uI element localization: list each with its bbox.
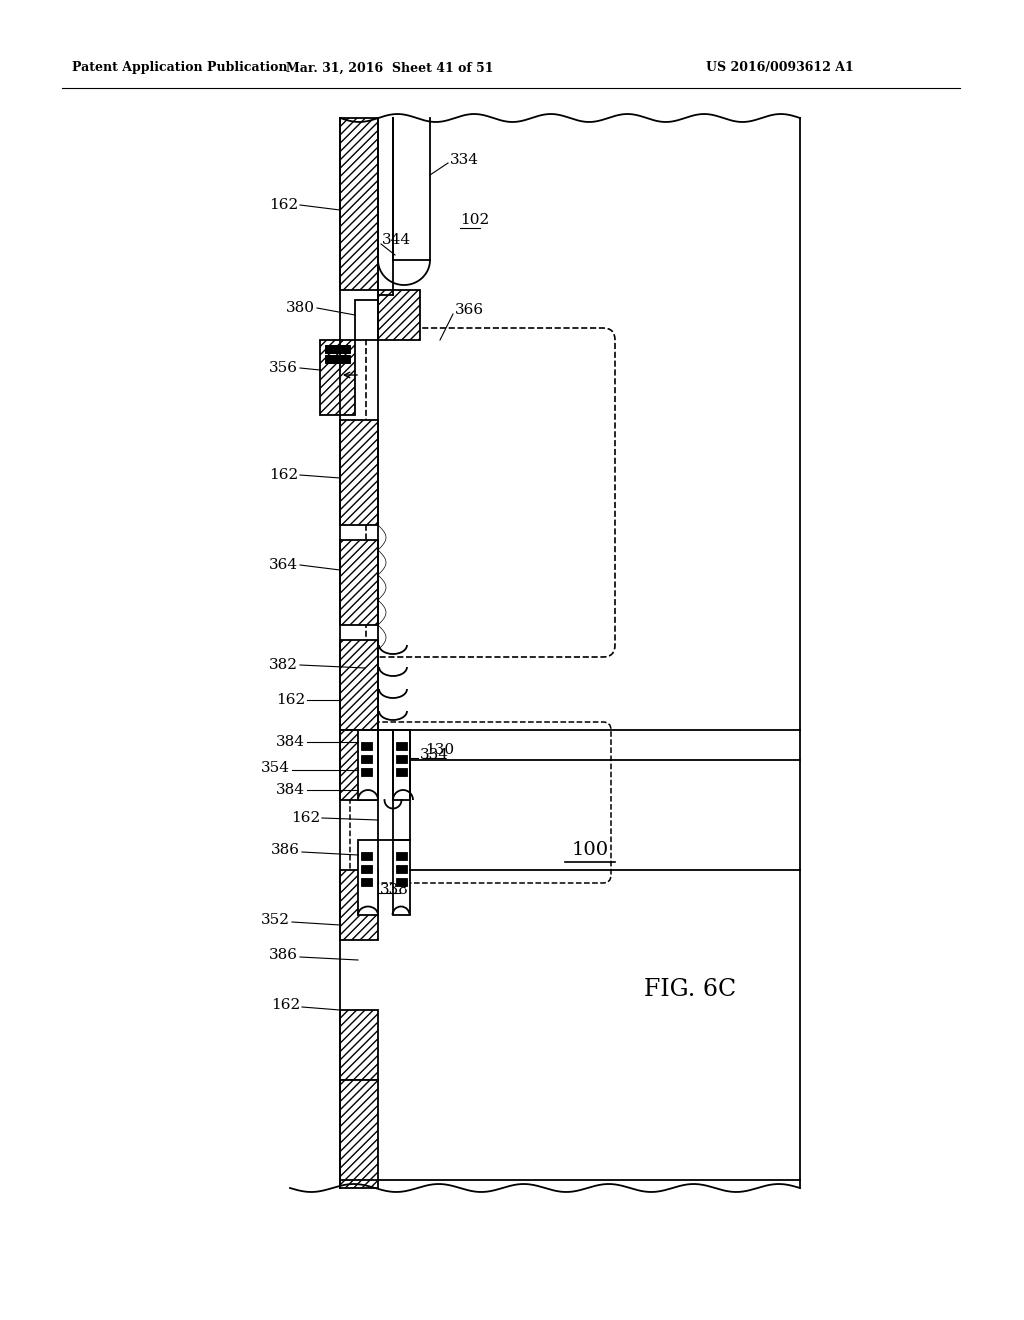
Text: 338: 338 <box>380 883 409 898</box>
Bar <box>396 755 407 763</box>
Bar <box>340 640 378 730</box>
Bar <box>378 290 420 341</box>
Text: 334: 334 <box>420 748 449 762</box>
Text: 386: 386 <box>271 843 300 857</box>
Text: 382: 382 <box>269 657 298 672</box>
Text: US 2016/0093612 A1: US 2016/0093612 A1 <box>707 62 854 74</box>
Bar <box>396 768 407 776</box>
Bar <box>361 851 372 861</box>
Bar <box>396 878 407 886</box>
Bar <box>340 1010 378 1080</box>
Bar <box>340 540 378 624</box>
Bar <box>358 730 378 800</box>
Bar <box>396 851 407 861</box>
Text: 100: 100 <box>571 841 608 859</box>
Bar <box>361 742 372 750</box>
Text: 102: 102 <box>460 213 489 227</box>
Bar <box>396 865 407 873</box>
Bar <box>340 117 378 290</box>
Bar <box>340 870 378 940</box>
Bar <box>361 865 372 873</box>
Bar <box>396 742 407 750</box>
Text: 162: 162 <box>270 998 300 1012</box>
Bar <box>393 730 410 800</box>
Text: 380: 380 <box>286 301 315 315</box>
Text: 366: 366 <box>455 304 484 317</box>
Text: 386: 386 <box>269 948 298 962</box>
Bar <box>361 878 372 886</box>
Bar <box>340 420 378 525</box>
FancyBboxPatch shape <box>366 327 615 657</box>
Bar <box>340 730 378 800</box>
Bar <box>319 341 355 414</box>
Text: 384: 384 <box>276 783 305 797</box>
Bar <box>325 345 350 352</box>
Text: Mar. 31, 2016  Sheet 41 of 51: Mar. 31, 2016 Sheet 41 of 51 <box>287 62 494 74</box>
Text: 162: 162 <box>291 810 319 825</box>
Text: 130: 130 <box>425 743 454 756</box>
Text: 162: 162 <box>268 198 298 213</box>
Bar <box>340 1080 378 1188</box>
Bar <box>355 300 378 341</box>
Bar <box>361 768 372 776</box>
Text: 162: 162 <box>275 693 305 708</box>
Text: 334: 334 <box>450 153 479 168</box>
Text: 384: 384 <box>276 735 305 748</box>
Text: Patent Application Publication: Patent Application Publication <box>72 62 288 74</box>
Bar <box>393 840 410 915</box>
Bar <box>358 840 378 915</box>
Text: 356: 356 <box>269 360 298 375</box>
Text: 352: 352 <box>261 913 290 927</box>
Text: 344: 344 <box>382 234 411 247</box>
Text: 162: 162 <box>268 469 298 482</box>
Text: FIG. 6C: FIG. 6C <box>644 978 736 1002</box>
Text: 364: 364 <box>269 558 298 572</box>
Text: 354: 354 <box>261 762 290 775</box>
Bar <box>325 355 350 363</box>
Bar <box>361 755 372 763</box>
